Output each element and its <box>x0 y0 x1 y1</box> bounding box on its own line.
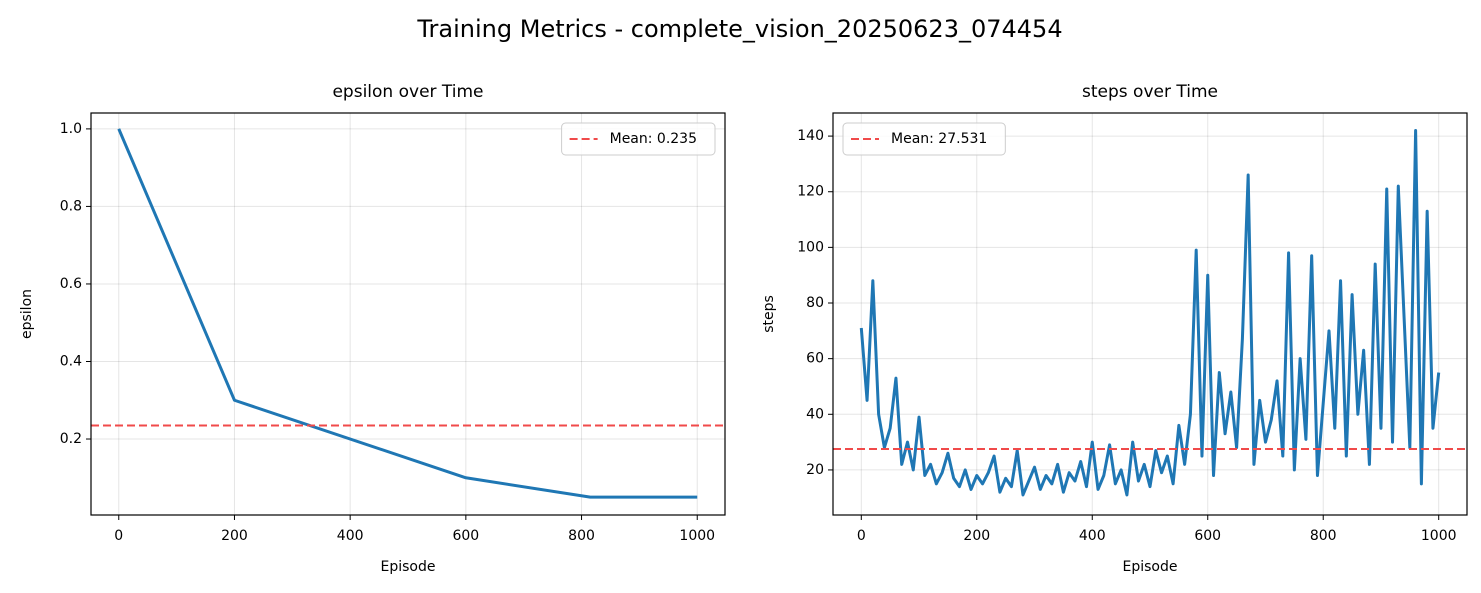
y-axis-label: epsilon <box>19 289 35 339</box>
x-tick-label: 1000 <box>1421 528 1457 544</box>
y-tick-label: 20 <box>806 462 824 478</box>
x-axis-label: Episode <box>1123 559 1178 575</box>
x-tick-label: 800 <box>568 528 595 544</box>
y-tick-label: 0.2 <box>60 431 82 447</box>
y-tick-label: 80 <box>806 295 824 311</box>
chart-title: steps over Time <box>1082 82 1218 102</box>
y-axis-label: steps <box>761 295 777 333</box>
legend: Mean: 0.235 <box>561 122 716 156</box>
x-tick-label: 200 <box>963 528 990 544</box>
x-tick-label: 400 <box>1079 528 1106 544</box>
y-tick-label: 0.8 <box>60 198 82 214</box>
figure-title: Training Metrics - complete_vision_20250… <box>416 15 1062 43</box>
y-tick-label: 60 <box>806 351 824 367</box>
y-tick-label: 0.4 <box>60 353 82 369</box>
x-tick-label: 200 <box>221 528 248 544</box>
y-tick-label: 0.6 <box>60 276 82 292</box>
plot-frame <box>832 112 1468 516</box>
y-tick-label: 1.0 <box>60 121 82 137</box>
y-tick-label: 140 <box>797 128 824 144</box>
x-tick-label: 0 <box>857 528 866 544</box>
x-tick-label: 600 <box>452 528 479 544</box>
data-line <box>117 128 698 499</box>
legend-label: Mean: 27.531 <box>891 131 987 147</box>
x-tick-label: 600 <box>1194 528 1221 544</box>
chart-title: epsilon over Time <box>332 82 483 102</box>
data-line <box>859 129 1441 497</box>
x-tick-label: 1000 <box>679 528 715 544</box>
x-tick-label: 800 <box>1310 528 1337 544</box>
legend: Mean: 27.531 <box>842 122 1006 156</box>
x-tick-label: 0 <box>114 528 123 544</box>
y-tick-label: 100 <box>797 239 824 255</box>
y-tick-label: 120 <box>797 184 824 200</box>
x-axis-label: Episode <box>381 559 436 575</box>
legend-box <box>561 122 716 156</box>
x-tick-label: 400 <box>337 528 364 544</box>
plot-frame <box>90 112 726 516</box>
legend-label: Mean: 0.235 <box>610 131 697 147</box>
y-tick-label: 40 <box>806 406 824 422</box>
legend-box <box>842 122 1006 156</box>
